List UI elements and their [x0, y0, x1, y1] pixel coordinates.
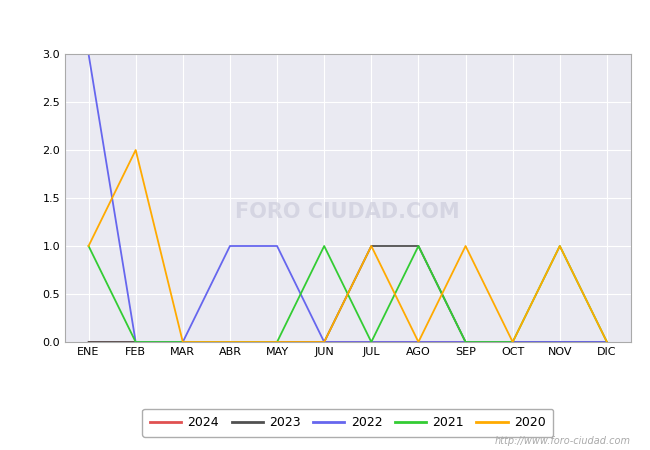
Text: http://www.foro-ciudad.com: http://www.foro-ciudad.com [495, 436, 630, 446]
Text: FORO CIUDAD.COM: FORO CIUDAD.COM [235, 202, 460, 222]
Legend: 2024, 2023, 2022, 2021, 2020: 2024, 2023, 2022, 2021, 2020 [142, 409, 553, 436]
Text: Matriculaciones de Vehiculos en La Horcajada: Matriculaciones de Vehiculos en La Horca… [135, 14, 515, 32]
